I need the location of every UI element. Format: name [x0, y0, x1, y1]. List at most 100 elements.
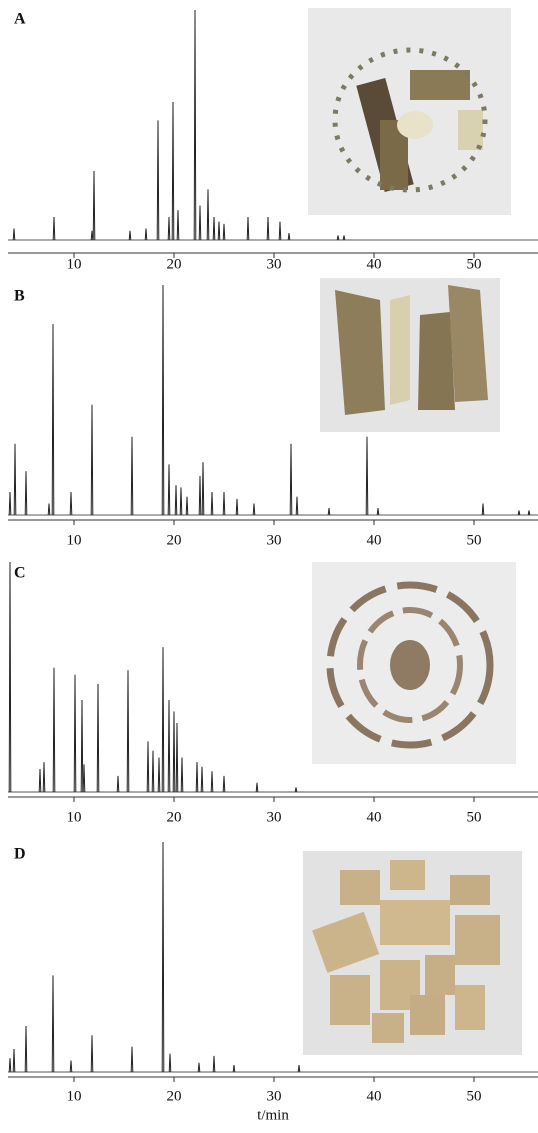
peak: [52, 667, 56, 793]
peak: [222, 491, 226, 516]
panel-label: C: [14, 565, 26, 582]
peak: [130, 436, 134, 516]
photo-c: [312, 562, 516, 764]
peak: [92, 170, 96, 241]
peak: [12, 1048, 16, 1073]
peak: [222, 223, 226, 241]
peak: [235, 498, 239, 516]
x-tick-label: 10: [67, 1088, 82, 1104]
peak: [47, 503, 51, 516]
panel-label: D: [14, 846, 26, 863]
peak: [13, 443, 17, 516]
peak: [342, 235, 346, 241]
peak: [8, 491, 12, 516]
x-tick-label: 30: [267, 532, 282, 548]
x-tick-label: 10: [67, 809, 82, 825]
peak: [210, 491, 214, 516]
photo-d: [303, 851, 522, 1055]
x-tick-label: 50: [467, 1088, 482, 1104]
peak: [198, 475, 202, 516]
x-axis-label: t/min: [257, 1107, 289, 1123]
peak: [206, 189, 210, 241]
peak: [82, 764, 86, 793]
x-tick-label: 30: [267, 256, 282, 272]
peak: [295, 496, 299, 516]
peak: [179, 487, 183, 516]
peak: [172, 711, 176, 793]
peak: [167, 699, 171, 793]
peak: [287, 233, 291, 241]
peak: [90, 1035, 94, 1073]
peak: [212, 216, 216, 241]
peak: [246, 216, 250, 241]
peak: [116, 775, 120, 793]
peak: [146, 741, 150, 793]
peak: [51, 975, 55, 1073]
peak: [144, 228, 148, 241]
peak: [161, 284, 165, 516]
peak: [297, 1065, 301, 1073]
peak: [255, 782, 259, 793]
peak: [212, 1055, 216, 1073]
x-tick-label: 20: [167, 532, 182, 548]
peak: [161, 841, 165, 1073]
peak: [278, 221, 282, 241]
photo-a: [308, 8, 511, 215]
x-tick-label: 50: [467, 809, 482, 825]
photo-b: [320, 278, 500, 432]
peak: [151, 750, 155, 793]
peak: [517, 510, 521, 516]
peak: [294, 787, 298, 793]
peak: [128, 230, 132, 241]
peak: [252, 503, 256, 516]
peak: [201, 462, 205, 516]
x-tick-label: 10: [67, 256, 82, 272]
peak: [157, 757, 161, 793]
peak: [266, 216, 270, 241]
x-tick-label: 20: [167, 809, 182, 825]
peak: [527, 510, 531, 516]
peak: [24, 471, 28, 516]
peak: [168, 1053, 172, 1073]
peak: [336, 235, 340, 241]
peak: [24, 1025, 28, 1073]
peak: [175, 722, 179, 793]
peak: [365, 436, 369, 516]
peak: [174, 485, 178, 516]
peak: [126, 670, 130, 793]
peak: [69, 1060, 73, 1073]
peak: [376, 508, 380, 516]
x-tick-label: 20: [167, 256, 182, 272]
x-tick-label: 50: [467, 532, 482, 548]
peak: [185, 496, 189, 516]
peak: [12, 228, 16, 241]
peak: [481, 503, 485, 516]
peak: [167, 464, 171, 516]
peak: [156, 120, 160, 241]
peak: [51, 324, 55, 516]
x-tick-label: 10: [67, 532, 82, 548]
x-tick-label: 30: [267, 809, 282, 825]
x-tick-label: 20: [167, 1088, 182, 1104]
peak: [69, 491, 73, 516]
peak: [222, 775, 226, 793]
peak: [171, 101, 175, 241]
peak: [130, 1046, 134, 1073]
peak: [200, 766, 204, 793]
peak: [90, 230, 94, 241]
peak: [195, 762, 199, 793]
peak: [38, 768, 42, 793]
peak: [73, 674, 77, 793]
x-tick-label: 50: [467, 256, 482, 272]
peak: [198, 205, 202, 241]
peak: [80, 699, 84, 793]
peak: [232, 1065, 236, 1073]
peak: [176, 210, 180, 241]
x-tick-label: 40: [367, 256, 382, 272]
peak: [167, 216, 171, 241]
x-tick-label: 40: [367, 1088, 382, 1104]
panel-label: B: [14, 288, 25, 305]
peak: [217, 221, 221, 241]
